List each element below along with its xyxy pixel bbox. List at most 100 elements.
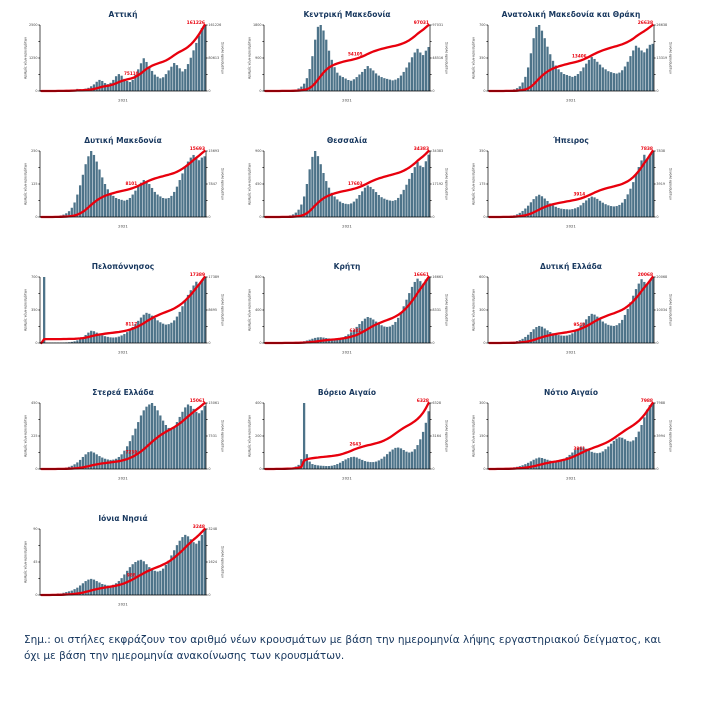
chart-title: Στερεά Ελλάδα [92,388,154,397]
svg-text:10034: 10034 [656,308,667,312]
y-axis-label-right: Σύνολο κρουσμάτων [445,420,449,452]
x-axis-label: 2021 [566,98,576,103]
y-axis-label-left: Αριθμός νέων κρουσμάτων [24,289,28,331]
x-axis-label: 2021 [342,476,352,481]
svg-text:400: 400 [255,308,261,312]
svg-text:0: 0 [35,89,37,93]
x-axis-label: 2021 [118,350,128,355]
chart-title: Ανατολική Μακεδονία και Θράκη [501,10,641,19]
region-chart-kentriki-makedonia: Κεντρική Μακεδονία 0 900 1800 0 48516 97031 970… [246,10,449,104]
y-axis-label-right: Σύνολο κρουσμάτων [221,42,225,74]
svg-text:3919: 3919 [656,182,665,186]
region-chart-voreio-aigaio: Βόρειο Αιγαίο 0 200 400 0 3164 6328 6328 2643 Αρι… [246,388,449,482]
cumulative-mid-label: 8117 [125,322,137,327]
chart-title: Νότιο Αιγαίο [544,388,598,397]
cumulative-total-label: 16661 [414,272,429,278]
x-axis-label: 2021 [118,602,128,607]
footnote: Σημ.: οι στήλες εκφράζουν τον αριθμό νέω… [24,634,661,663]
svg-text:0: 0 [432,215,434,219]
y-axis-label-right: Σύνολο κρουσμάτων [221,294,225,326]
x-axis-label: 2021 [566,350,576,355]
x-axis-label: 2021 [342,350,352,355]
svg-text:6328: 6328 [432,401,441,405]
region-chart-ipeiros: Ήπειρος 0 175 350 0 3919 7838 7838 3914 Αριθμός ν… [470,136,673,230]
svg-text:20068: 20068 [656,275,667,279]
y-axis-label-right: Σύνολο κρουσμάτων [669,168,673,200]
svg-text:350: 350 [479,149,485,153]
svg-text:0: 0 [259,341,261,345]
svg-text:900: 900 [255,56,261,60]
x-axis-label: 2021 [566,224,576,229]
region-chart-ionia-nisia: Ιόνια Νησιά 0 45 90 0 1624 3248 3248 988 Αριθμός … [22,514,225,608]
cumulative-mid-label: 13406 [572,54,587,59]
y-axis-label-right: Σύνολο κρουσμάτων [221,168,225,200]
chart-title: Ιόνια Νησιά [98,514,148,523]
chart-title: Κεντρική Μακεδονία [303,10,391,19]
svg-text:0: 0 [208,215,210,219]
cumulative-total-label: 7838 [641,146,653,152]
svg-text:13319: 13319 [656,56,667,60]
y-axis-label-right: Σύνολο κρουσμάτων [445,294,449,326]
x-axis-label: 2021 [342,98,352,103]
y-axis-label-left: Αριθμός νέων κρουσμάτων [472,289,476,331]
chart-title: Πελοπόννησος [91,262,155,271]
svg-text:3164: 3164 [432,434,441,438]
svg-text:15693: 15693 [208,149,219,153]
y-axis-label-right: Σύνολο κρουσμάτων [445,168,449,200]
x-axis-label: 2021 [118,98,128,103]
cumulative-total-label: 6328 [417,398,429,404]
cumulative-total-label: 17389 [190,272,205,278]
svg-text:600: 600 [479,275,485,279]
y-axis-label-right: Σύνολο κρουσμάτων [669,42,673,74]
svg-text:0: 0 [35,215,37,219]
svg-text:1800: 1800 [253,23,262,27]
svg-text:15061: 15061 [208,401,219,405]
svg-text:0: 0 [208,593,210,597]
svg-text:3994: 3994 [656,434,665,438]
svg-text:90: 90 [33,527,37,531]
svg-text:7988: 7988 [656,401,665,405]
svg-text:0: 0 [483,89,485,93]
x-axis-label: 2021 [118,224,128,229]
svg-text:2500: 2500 [29,23,38,27]
svg-text:0: 0 [656,89,658,93]
svg-text:0: 0 [35,593,37,597]
chart-title: Βόρειο Αιγαίο [317,388,377,397]
y-axis-label-left: Αριθμός νέων κρουσμάτων [472,415,476,457]
y-axis-label-left: Αριθμός νέων κρουσμάτων [248,289,252,331]
svg-text:700: 700 [479,23,485,27]
x-axis-label: 2021 [566,476,576,481]
svg-text:0: 0 [259,89,261,93]
svg-text:0: 0 [483,215,485,219]
svg-text:0: 0 [208,341,210,345]
svg-text:450: 450 [31,401,37,405]
svg-text:300: 300 [479,308,485,312]
region-chart-sterea-ellada: Στερεά Ελλάδα 0 225 450 0 7531 15061 15061 7230 Α… [22,388,225,482]
cumulative-mid-label: 7230 [125,450,137,455]
cumulative-mid-label: 3861 [573,446,585,451]
region-chart-notio-aigaio: Νότιο Αιγαίο 0 150 300 0 3994 7988 7988 3861 Αριθ… [470,388,673,482]
cumulative-mid-label: 2643 [349,442,361,447]
cumulative-total-label: 34383 [414,146,429,152]
svg-text:900: 900 [255,149,261,153]
svg-text:350: 350 [479,56,485,60]
svg-text:3248: 3248 [208,527,217,531]
svg-text:26638: 26638 [656,23,667,27]
cumulative-mid-label: 75110 [124,71,139,76]
y-axis-label-left: Αριθμός νέων κρουσμάτων [248,415,252,457]
svg-text:125: 125 [31,182,37,186]
x-axis-label: 2021 [342,224,352,229]
y-axis-label-right: Σύνολο κρουσμάτων [221,420,225,452]
svg-text:1250: 1250 [29,56,38,60]
svg-text:0: 0 [432,467,434,471]
svg-text:7838: 7838 [656,149,665,153]
svg-text:34383: 34383 [432,149,443,153]
y-axis-label-left: Αριθμός νέων κρουσμάτων [248,37,252,79]
